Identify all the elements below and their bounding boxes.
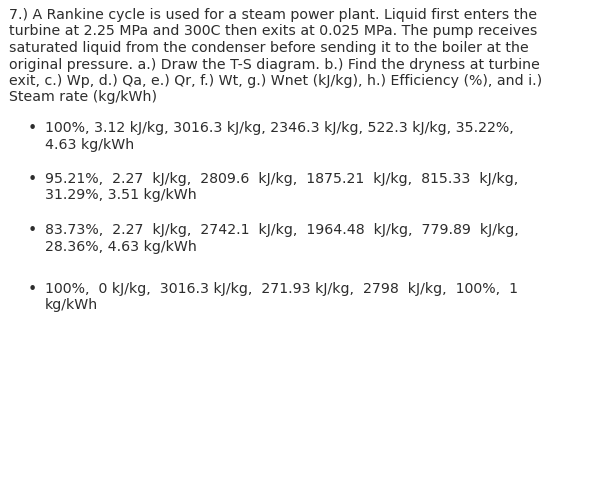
Text: •: •	[28, 282, 37, 297]
Text: 83.73%,  2.27  kJ/kg,  2742.1  kJ/kg,  1964.48  kJ/kg,  779.89  kJ/kg,: 83.73%, 2.27 kJ/kg, 2742.1 kJ/kg, 1964.4…	[45, 223, 519, 237]
Text: 28.36%, 4.63 kg/kWh: 28.36%, 4.63 kg/kWh	[45, 240, 197, 254]
Text: kg/kWh: kg/kWh	[45, 298, 98, 312]
Text: •: •	[28, 172, 37, 187]
Text: original pressure. a.) Draw the T-S diagram. b.) Find the dryness at turbine: original pressure. a.) Draw the T-S diag…	[9, 57, 540, 71]
Text: 31.29%, 3.51 kg/kWh: 31.29%, 3.51 kg/kWh	[45, 188, 197, 202]
Text: •: •	[28, 121, 37, 136]
Text: 7.) A Rankine cycle is used for a steam power plant. Liquid first enters the: 7.) A Rankine cycle is used for a steam …	[9, 8, 537, 22]
Text: turbine at 2.25 MPa and 300C then exits at 0.025 MPa. The pump receives: turbine at 2.25 MPa and 300C then exits …	[9, 25, 538, 39]
Text: exit, c.) Wp, d.) Qa, e.) Qr, f.) Wt, g.) Wnet (kJ/kg), h.) Efficiency (%), and : exit, c.) Wp, d.) Qa, e.) Qr, f.) Wt, g.…	[9, 74, 542, 88]
Text: 100%,  0 kJ/kg,  3016.3 kJ/kg,  271.93 kJ/kg,  2798  kJ/kg,  100%,  1: 100%, 0 kJ/kg, 3016.3 kJ/kg, 271.93 kJ/k…	[45, 282, 518, 296]
Text: 100%, 3.12 kJ/kg, 3016.3 kJ/kg, 2346.3 kJ/kg, 522.3 kJ/kg, 35.22%,: 100%, 3.12 kJ/kg, 3016.3 kJ/kg, 2346.3 k…	[45, 121, 514, 135]
Text: •: •	[28, 223, 37, 238]
Text: 4.63 kg/kWh: 4.63 kg/kWh	[45, 137, 134, 151]
Text: Steam rate (kg/kWh): Steam rate (kg/kWh)	[9, 91, 157, 105]
Text: saturated liquid from the condenser before sending it to the boiler at the: saturated liquid from the condenser befo…	[9, 41, 529, 55]
Text: 95.21%,  2.27  kJ/kg,  2809.6  kJ/kg,  1875.21  kJ/kg,  815.33  kJ/kg,: 95.21%, 2.27 kJ/kg, 2809.6 kJ/kg, 1875.2…	[45, 172, 518, 186]
